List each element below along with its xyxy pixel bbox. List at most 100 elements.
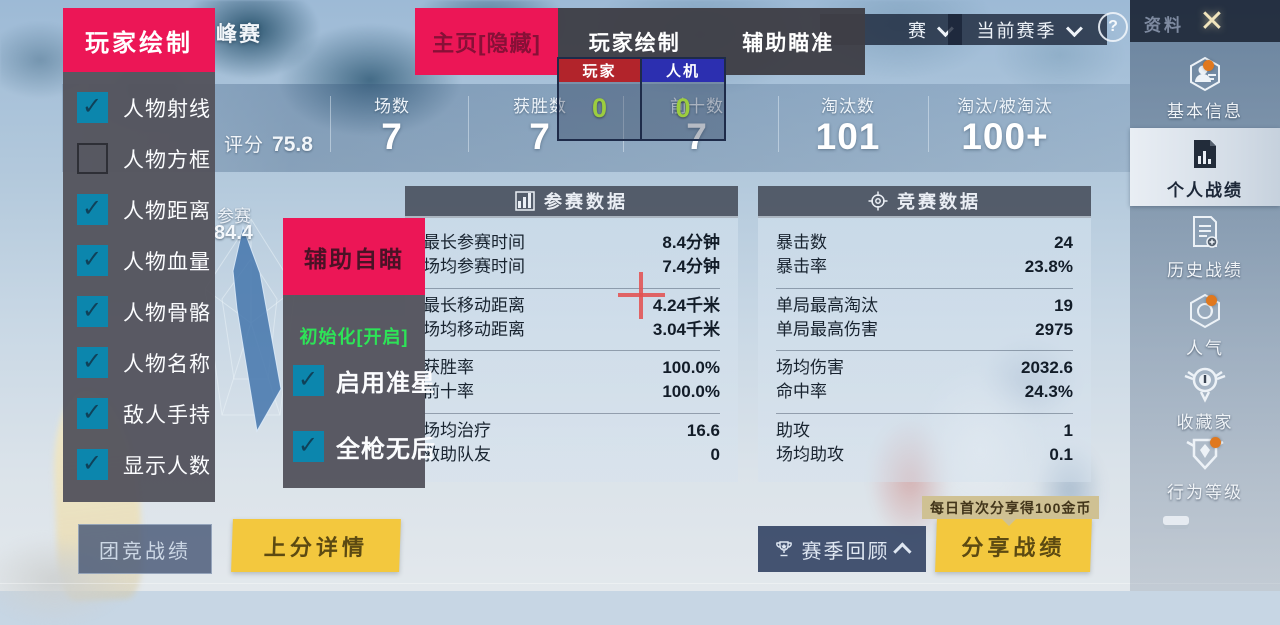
row-label: 命中率 [776, 382, 827, 402]
sidebar-item-label: 收藏家 [1176, 413, 1234, 432]
team-record-button[interactable]: 团竞战绩 [78, 524, 212, 574]
checkbox[interactable] [77, 449, 108, 480]
checkbox-label: 敌人手持 [123, 403, 211, 427]
panel-title: 参赛数据 [544, 192, 628, 212]
stat-kd: 淘汰/被淘汰 100+ [930, 92, 1080, 158]
checkbox-label: 人物射线 [123, 97, 211, 121]
sidebar-item-basic-info[interactable]: 基本信息 [1130, 55, 1280, 122]
row-label: 最长移动距离 [423, 295, 525, 315]
draw-option-weapon[interactable]: 敌人手持 [63, 388, 215, 439]
checkbox[interactable] [77, 92, 108, 123]
score-value: 75.8 [272, 133, 313, 156]
checkbox[interactable] [293, 431, 324, 462]
sidebar-item-personal-record[interactable]: 个人战绩 [1130, 136, 1280, 201]
checkbox-label: 人物方框 [123, 148, 211, 172]
stat-divider [928, 96, 929, 152]
stat-label: 淘汰数 [821, 97, 875, 116]
row-label: 前十率 [423, 382, 474, 402]
aim-menu: 初始化[开启] 启用准星 全枪无后 [283, 295, 435, 488]
row-label: 暴击数 [776, 233, 827, 252]
stat-value: 7 [686, 116, 708, 157]
checkbox[interactable] [77, 296, 108, 327]
row-value: 2032.6 [1021, 358, 1073, 378]
score-label: 评分 [224, 135, 265, 156]
draw-option-player-count[interactable]: 显示人数 [63, 439, 215, 490]
player-counter[interactable]: 玩家 0 [557, 57, 642, 141]
row-label: 场均参赛时间 [423, 257, 525, 276]
checkbox[interactable] [293, 365, 324, 396]
share-record-button[interactable]: 分享战绩 [935, 519, 1092, 572]
stat-divider [330, 96, 331, 152]
tab-player-draw[interactable]: 玩家绘制 [588, 31, 681, 55]
draw-option-ray[interactable]: 人物射线 [63, 82, 215, 133]
aim-option-no-recoil[interactable]: 全枪无后 [283, 429, 435, 464]
participation-panel: 参赛数据 最长参赛时间 8.4分钟 场均参赛时间 7.4分钟 最长移动距离 4.24千… [405, 186, 738, 482]
close-icon[interactable]: ✕ [1199, 4, 1225, 38]
share-tooltip: 每日首次分享得100金币 [922, 496, 1100, 519]
sidebar-item-history-record[interactable]: 历史战绩 [1130, 214, 1280, 281]
sidebar-item-label: 历史战绩 [1167, 261, 1243, 280]
stat-value: 7 [529, 116, 551, 157]
row-label: 助攻 [776, 420, 810, 440]
sidebar-item-collector[interactable]: 收藏家 [1130, 362, 1280, 433]
participation-panel-header: 参赛数据 [405, 186, 738, 218]
notification-dot [1203, 60, 1214, 71]
combat-panel-body: 暴击数 24 暴击率 23.8% 单局最高淘汰 19 单局最高伤害 2975 场均伤害 2… [758, 218, 1091, 482]
draw-option-health[interactable]: 人物血量 [63, 235, 215, 286]
score: 评分 75.8 [224, 130, 313, 157]
stat-label: 获胜数 [513, 97, 567, 116]
tab-aim-assist[interactable]: 辅助瞄准 [742, 31, 835, 55]
sidebar-item-conduct-level[interactable]: 行为等级 [1130, 434, 1280, 503]
row-label: 单局最高伤害 [776, 319, 878, 339]
home-hide-button[interactable]: 主页[隐藏] [415, 8, 558, 75]
player-counter-value: 0 [591, 93, 608, 123]
player-counter-label: 玩家 [559, 59, 640, 82]
draw-menu-header[interactable]: 玩家绘制 [63, 8, 215, 72]
checkbox[interactable] [77, 398, 108, 429]
sidebar-item-label: 人气 [1186, 339, 1224, 358]
crosshair-marker [639, 272, 643, 319]
stat-label: 前十数 [670, 97, 724, 116]
row-value: 2975 [1035, 319, 1073, 339]
stat-wins: 获胜数 7 [465, 92, 615, 158]
collector-icon [1184, 367, 1226, 403]
help-icon[interactable]: ? [1098, 12, 1128, 42]
checkbox[interactable] [77, 194, 108, 225]
row-value: 19 [1054, 295, 1073, 315]
conduct-icon [1186, 438, 1224, 470]
row-value: 0.1 [1049, 444, 1073, 464]
row-label: 暴击率 [776, 257, 827, 276]
stat-divider [623, 96, 624, 152]
row-label: 场均治疗 [423, 420, 491, 440]
target-icon [868, 191, 888, 211]
row-value: 3.04千米 [652, 319, 720, 339]
checkbox-label: 人物距离 [123, 199, 211, 223]
checkbox[interactable] [77, 245, 108, 276]
draw-option-name[interactable]: 人物名称 [63, 337, 215, 388]
draw-option-skeleton[interactable]: 人物骨骼 [63, 286, 215, 337]
season-review-button[interactable]: 赛季回顾 [758, 526, 926, 572]
share-tooltip-arrow [1002, 519, 1016, 526]
row-label: 获胜率 [423, 358, 474, 378]
season-dropdown[interactable]: 当前赛季 [948, 14, 1107, 45]
season-dropdown-label: 当前赛季 [976, 20, 1057, 41]
draw-option-distance[interactable]: 人物距离 [63, 184, 215, 235]
aim-menu-header[interactable]: 辅助自瞄 [283, 218, 425, 295]
aim-option-crosshair[interactable]: 启用准星 [283, 363, 435, 398]
sidebar-item-popularity[interactable]: 人气 [1130, 292, 1280, 359]
sidebar-collapse-handle[interactable] [1163, 516, 1189, 529]
row-label: 单局最高淘汰 [776, 295, 878, 315]
aim-init-status[interactable]: 初始化[开启] [299, 327, 409, 347]
checkbox-label: 显示人数 [123, 454, 211, 478]
chevron-up-icon [892, 541, 912, 561]
rank-details-button[interactable]: 上分详情 [231, 519, 401, 572]
season-review-label: 赛季回顾 [801, 540, 890, 563]
draw-option-box[interactable]: 人物方框 [63, 133, 215, 184]
checkbox-label: 人物名称 [123, 352, 211, 376]
row-value: 16.6 [686, 420, 720, 440]
participation-panel-body: 最长参赛时间 8.4分钟 场均参赛时间 7.4分钟 最长移动距离 4.24千米 场均移… [405, 218, 738, 482]
bot-counter[interactable]: 人机 0 [640, 57, 726, 141]
checkbox[interactable] [77, 143, 108, 174]
row-value: 24.3% [1024, 382, 1073, 402]
checkbox[interactable] [77, 347, 108, 378]
